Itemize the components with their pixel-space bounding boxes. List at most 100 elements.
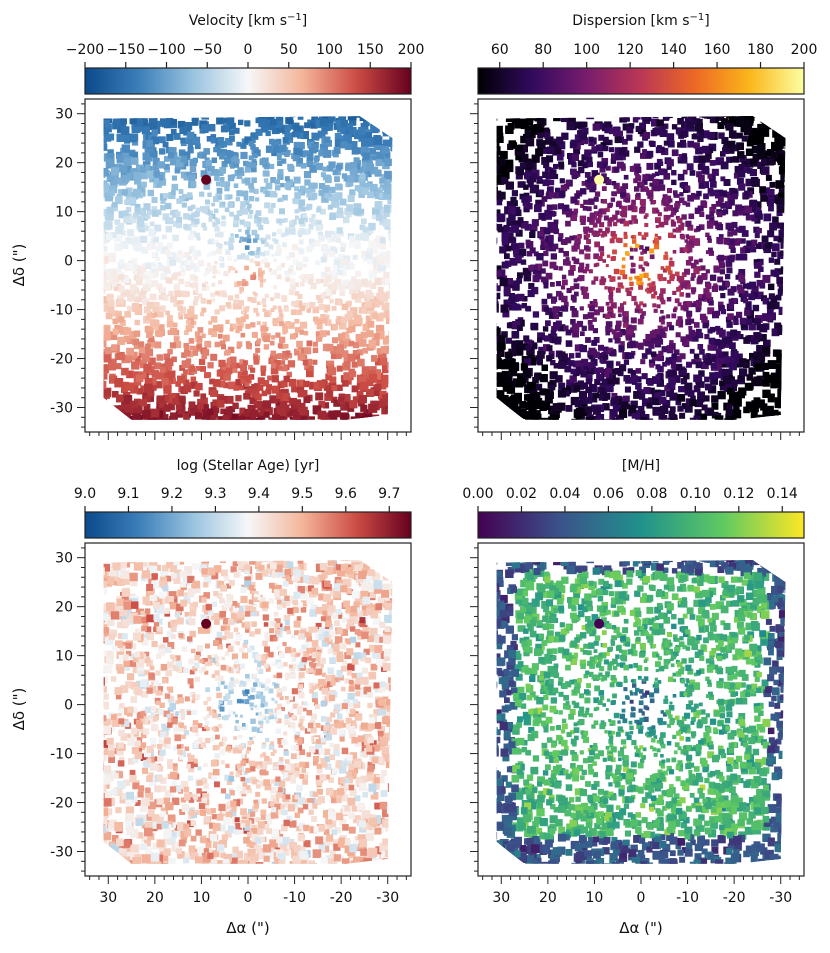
map-bin — [103, 245, 108, 252]
map-bin — [141, 214, 148, 221]
map-bin — [252, 153, 258, 159]
map-bin — [250, 322, 256, 328]
map-bin — [315, 260, 320, 266]
map-bin — [321, 195, 329, 203]
map-bin — [223, 382, 230, 389]
map-bin — [702, 322, 709, 329]
map-bin — [90, 107, 100, 117]
map-bin — [357, 291, 365, 299]
map-bin — [94, 211, 101, 218]
map-bin — [501, 170, 510, 179]
map-bin — [253, 292, 258, 297]
map-bin — [103, 364, 109, 372]
map-bin — [718, 301, 724, 308]
map-bin — [728, 298, 735, 305]
map-bin — [496, 237, 498, 244]
map-bin — [286, 117, 294, 124]
map-bin — [783, 299, 786, 306]
map-bin — [546, 345, 553, 352]
map-bin — [110, 232, 117, 238]
map-bin — [734, 359, 742, 368]
map-bin — [164, 156, 170, 162]
map-bin — [252, 272, 256, 276]
map-bin — [600, 208, 607, 215]
map-bin — [744, 205, 752, 214]
map-bin — [580, 188, 587, 195]
map-bin — [360, 106, 369, 115]
map-bin — [657, 236, 662, 240]
map-bin — [321, 244, 329, 251]
map-bin — [147, 339, 155, 348]
map-bin — [322, 252, 328, 259]
map-bin — [730, 329, 738, 337]
map-bin — [579, 306, 584, 311]
map-bin — [648, 189, 654, 195]
map-bin — [143, 116, 151, 118]
map-bin — [123, 327, 132, 335]
map-bin — [629, 255, 634, 260]
map-bin — [709, 372, 717, 380]
map-bin — [126, 347, 134, 356]
map-bin — [282, 137, 289, 143]
map-bin — [259, 284, 264, 288]
map-bin — [92, 322, 99, 329]
map-bin — [707, 132, 715, 140]
map-bin — [639, 122, 646, 130]
map-bin — [784, 308, 786, 317]
map-bin — [613, 221, 618, 227]
map-bin — [173, 283, 180, 290]
map-bin — [718, 132, 725, 139]
map-bin — [640, 359, 646, 365]
map-bin — [520, 181, 526, 187]
map-bin — [781, 375, 786, 383]
map-bin — [526, 411, 535, 420]
map-bin — [148, 121, 158, 131]
map-bin — [626, 110, 632, 116]
map-bin — [196, 336, 203, 342]
map-bin — [763, 245, 771, 254]
map-bin — [184, 252, 190, 258]
map-bin — [243, 392, 250, 400]
map-bin — [359, 381, 368, 391]
map-bin — [109, 407, 118, 415]
map-bin — [397, 209, 405, 217]
map-bin — [274, 179, 280, 185]
map-bin — [598, 208, 603, 213]
map-bin — [511, 340, 519, 348]
map-bin — [306, 160, 313, 168]
map-bin — [197, 293, 203, 299]
map-bin — [348, 340, 355, 347]
map-bin — [699, 116, 706, 118]
map-bin — [486, 413, 495, 422]
map-bin — [145, 262, 152, 269]
map-bin — [140, 266, 147, 273]
map-bin — [255, 312, 260, 317]
map-bin — [288, 289, 295, 296]
map-bin — [631, 206, 638, 213]
map-bin — [113, 412, 122, 420]
map-bin — [195, 412, 202, 420]
map-bin — [735, 227, 741, 233]
map-bin — [389, 410, 393, 420]
map-bin — [789, 262, 796, 269]
map-bin — [123, 210, 129, 216]
map-bin — [320, 144, 327, 151]
map-bin — [278, 321, 284, 327]
map-bin — [276, 116, 284, 124]
map-bin — [747, 187, 755, 195]
map-bin — [167, 109, 173, 115]
map-bin — [108, 281, 115, 288]
map-bin — [106, 174, 115, 182]
map-bin — [757, 352, 765, 361]
map-bin — [298, 205, 304, 211]
map-bin — [727, 313, 734, 320]
map-bin — [210, 116, 219, 117]
map-bin — [790, 215, 797, 222]
map-bin — [206, 299, 212, 305]
dispersion-map — [486, 110, 797, 422]
map-bin — [187, 144, 194, 150]
map-bin — [617, 405, 624, 412]
map-bin — [638, 256, 644, 262]
map-bin — [333, 399, 341, 407]
map-bin — [610, 158, 617, 164]
